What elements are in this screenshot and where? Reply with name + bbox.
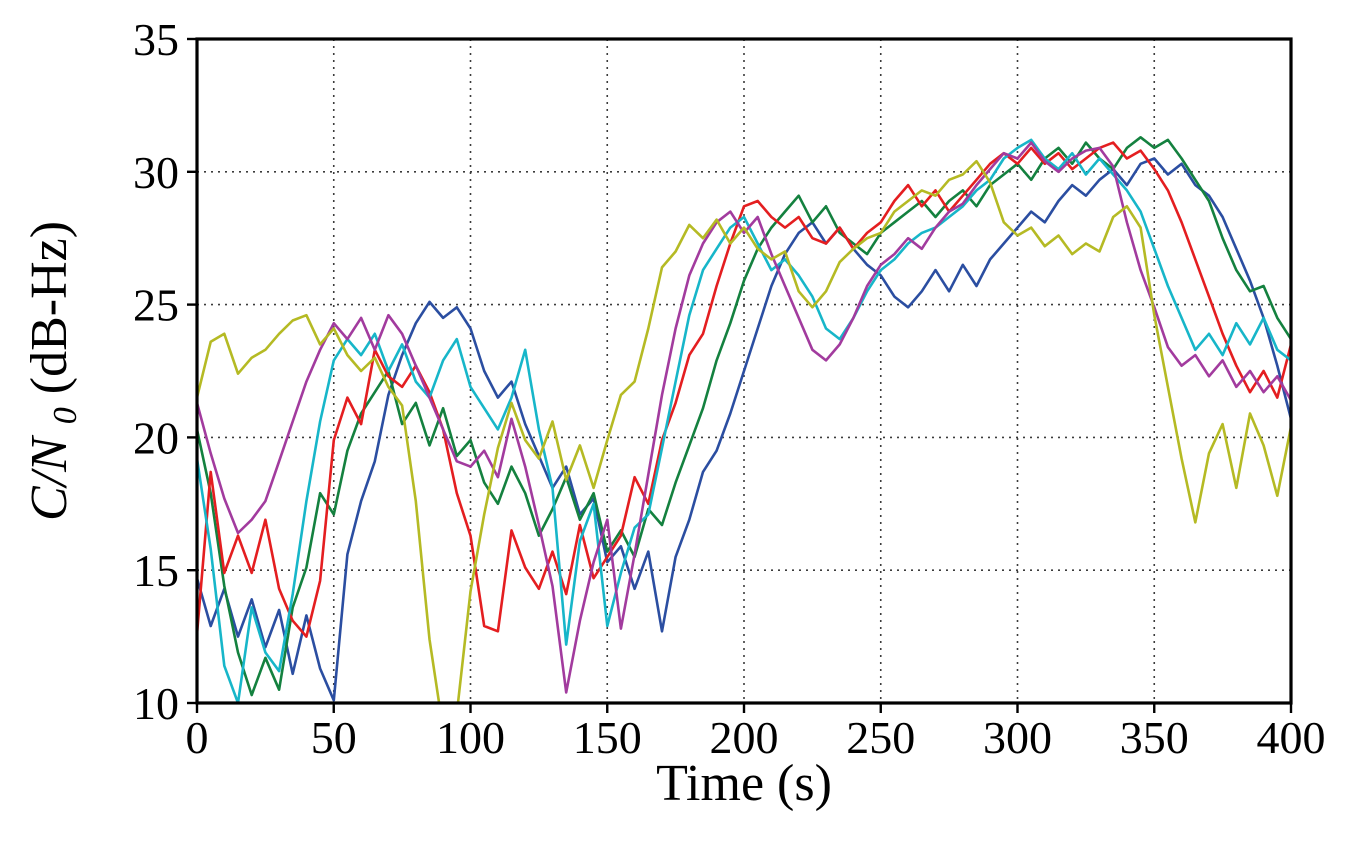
y-tick-label: 15 (133, 545, 179, 596)
x-axis-label: Time (s) (656, 755, 832, 812)
series-line-olive (197, 159, 1291, 703)
y-axis-label-subscript: 0 (47, 407, 84, 424)
x-tick-label: 300 (983, 712, 1052, 763)
tick-labels: 0 50 100 150 200 250 300 350 400 10 15 20 25 30 35 (133, 14, 1326, 763)
x-tick-label: 150 (573, 712, 642, 763)
y-tick-label: 30 (133, 147, 179, 198)
y-tick-label: 35 (133, 14, 179, 65)
x-tick-label: 50 (311, 712, 357, 763)
y-axis-label-math: C/N (21, 434, 78, 521)
x-tick-label: 200 (710, 712, 779, 763)
y-tick-label: 20 (133, 412, 179, 463)
tick-marks (187, 37, 1293, 713)
data-series-group (197, 136, 1291, 703)
series-line-blue (197, 157, 1291, 702)
series-line-magenta (197, 141, 1291, 694)
x-tick-label: 250 (846, 712, 915, 763)
x-tick-label: 350 (1120, 712, 1189, 763)
series-line-green (197, 136, 1291, 697)
x-tick-label: 0 (186, 712, 209, 763)
y-tick-label: 10 (133, 678, 179, 729)
series-line-cyan (197, 138, 1291, 703)
y-axis-label: C/N 0 (dB-Hz) (21, 221, 88, 521)
y-axis-label-units: (dB-Hz) (21, 221, 78, 394)
x-tick-label: 400 (1257, 712, 1326, 763)
y-tick-label: 25 (133, 280, 179, 331)
x-tick-label: 100 (436, 712, 505, 763)
series-line-red (197, 141, 1291, 638)
